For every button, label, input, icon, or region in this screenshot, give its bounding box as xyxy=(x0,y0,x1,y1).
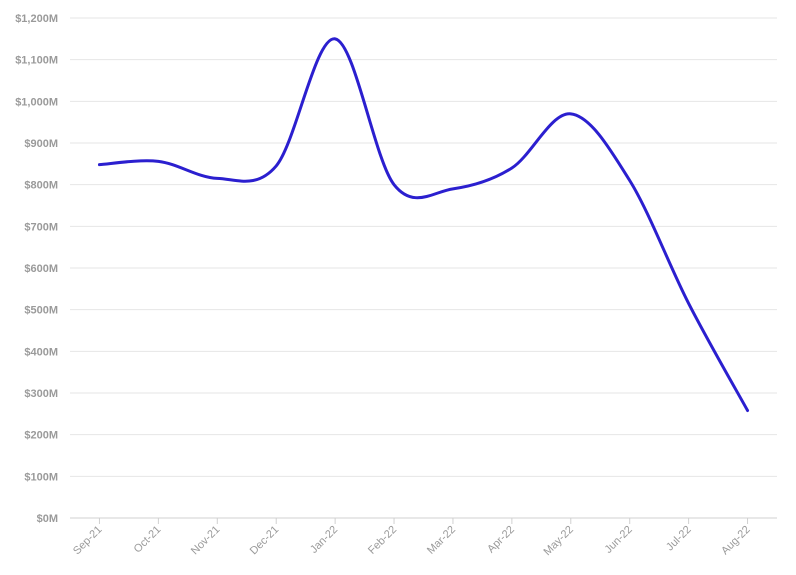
y-tick-label: $100M xyxy=(24,471,58,483)
y-tick-label: $1,000M xyxy=(15,96,58,108)
y-tick-label: $300M xyxy=(24,388,58,400)
data-point xyxy=(97,163,101,167)
data-point xyxy=(687,301,691,305)
y-tick-label: $0M xyxy=(37,513,58,525)
x-tick-label: Jan-22 xyxy=(308,524,340,556)
data-point xyxy=(510,166,514,170)
x-tick-label: Nov-21 xyxy=(189,524,223,558)
x-tick-label: Oct-21 xyxy=(132,524,164,556)
y-axis-labels: $0M $100M $200M $300M $400M $500M $600M $700M $8… xyxy=(15,13,58,525)
x-tick-label: Mar-22 xyxy=(425,524,458,557)
y-tick-label: $700M xyxy=(24,221,58,233)
x-axis-labels: Sep-21 Oct-21 Nov-21 Dec-21 Jan-22 Feb-22 Mar-… xyxy=(71,524,753,558)
grid xyxy=(70,17,777,477)
x-tick-label: Dec-21 xyxy=(248,524,282,558)
y-tick-label: $200M xyxy=(24,430,58,442)
data-point xyxy=(156,159,160,163)
y-tick-label: $500M xyxy=(24,305,58,317)
y-tick-label: $400M xyxy=(24,346,58,358)
y-tick-label: $600M xyxy=(24,263,58,275)
series-group xyxy=(97,37,750,413)
data-point xyxy=(392,183,396,187)
x-axis xyxy=(70,517,777,524)
data-point xyxy=(333,37,337,41)
x-tick-label: Feb-22 xyxy=(366,524,399,557)
data-point xyxy=(628,179,632,183)
y-tick-label: $800M xyxy=(24,180,58,192)
x-tick-label: May-22 xyxy=(541,524,575,558)
x-tick-label: Jun-22 xyxy=(603,524,635,556)
x-tick-label: Aug-22 xyxy=(719,524,753,558)
data-point xyxy=(569,112,573,116)
series-line xyxy=(97,37,750,412)
data-point xyxy=(274,164,278,168)
y-tick-label: $1,200M xyxy=(15,13,58,25)
y-tick-label: $900M xyxy=(24,138,58,150)
data-point xyxy=(746,409,750,413)
x-tick-label: Jul-22 xyxy=(664,524,694,554)
data-point xyxy=(451,187,455,191)
y-tick-label: $1,100M xyxy=(15,55,58,67)
data-point xyxy=(215,176,219,180)
x-tick-label: Apr-22 xyxy=(485,524,517,556)
x-tick-label: Sep-21 xyxy=(71,524,105,558)
